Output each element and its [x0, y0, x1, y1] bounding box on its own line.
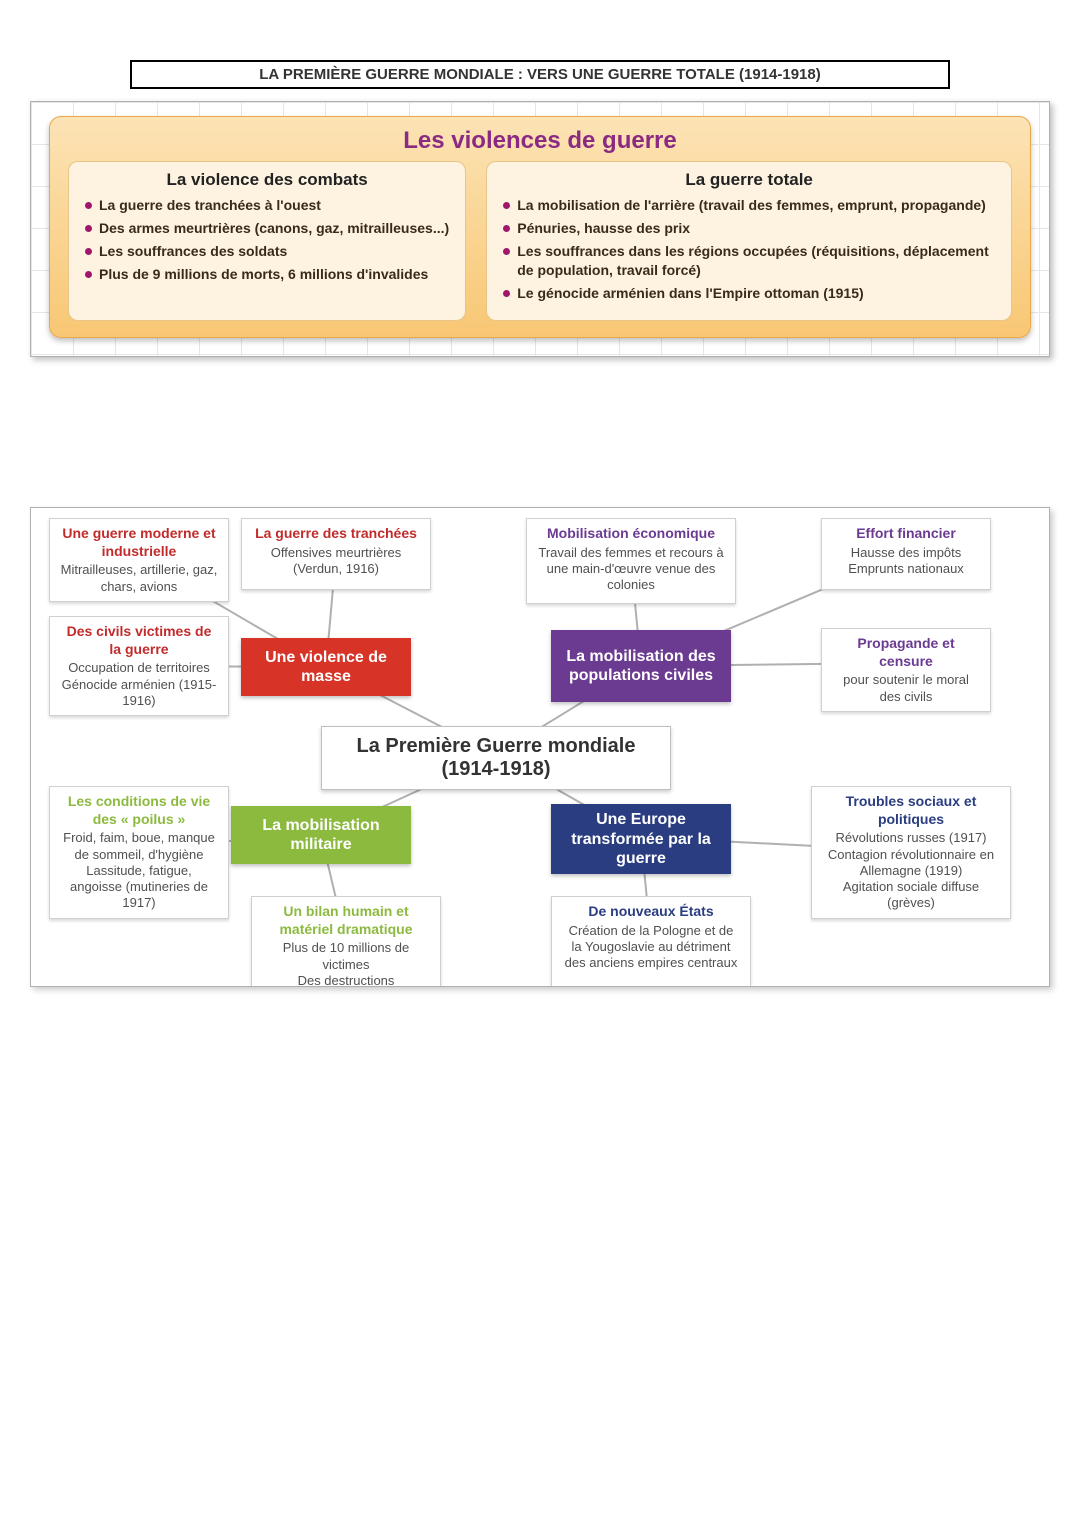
hub-civiles: La mobilisation des populations civiles [551, 630, 731, 702]
bullet-item: La mobilisation de l'arrière (travail de… [503, 196, 995, 215]
orange-card: Les violences de guerre La violence des … [49, 116, 1031, 338]
node-civvict: Des civils victimes de la guerreOccupati… [49, 616, 229, 716]
node-bilan: Un bilan humain et matériel dramatiquePl… [251, 896, 441, 987]
orange-title: Les violences de guerre [68, 127, 1012, 155]
bullet-item: Les souffrances des soldats [85, 242, 449, 261]
center-node: La Première Guerre mondiale(1914-1918) [321, 726, 671, 790]
hub-europe: Une Europe transformée par la guerre [551, 804, 731, 874]
violences-panel: Les violences de guerre La violence des … [30, 101, 1050, 357]
guerre-totale-card: La guerre totale La mobilisation de l'ar… [486, 161, 1012, 321]
concept-map: La Première Guerre mondiale(1914-1918) Un… [30, 507, 1050, 987]
card-heading: La violence des combats [85, 170, 449, 190]
node-troubles: Troubles sociaux et politiquesRévolution… [811, 786, 1011, 918]
bullet-item: Les souffrances dans les régions occupée… [503, 242, 995, 280]
bullet-item: Pénuries, hausse des prix [503, 219, 995, 238]
bullet-item: Des armes meurtrières (canons, gaz, mitr… [85, 219, 449, 238]
violence-combats-card: La violence des combats La guerre des tr… [68, 161, 466, 321]
node-effort: Effort financierHausse des impôtsEmprunt… [821, 518, 991, 590]
bullet-item: La guerre des tranchées à l'ouest [85, 196, 449, 215]
node-moderne: Une guerre moderne et industrielleMitrai… [49, 518, 229, 602]
hub-violence: Une violence de masse [241, 638, 411, 696]
bullet-item: Plus de 9 millions de morts, 6 millions … [85, 265, 449, 284]
hub-militaire: La mobilisation militaire [231, 806, 411, 864]
card-heading: La guerre totale [503, 170, 995, 190]
node-poilus: Les conditions de vie des « poilus »Froi… [49, 786, 229, 918]
node-mobeco: Mobilisation économiqueTravail des femme… [526, 518, 736, 604]
node-etats: De nouveaux ÉtatsCréation de la Pologne … [551, 896, 751, 987]
doc-title: LA PREMIÈRE GUERRE MONDIALE : VERS UNE G… [130, 60, 950, 89]
node-propag: Propagande et censurepour soutenir le mo… [821, 628, 991, 712]
node-tranchees: La guerre des tranchéesOffensives meurtr… [241, 518, 431, 590]
bullet-item: Le génocide arménien dans l'Empire ottom… [503, 284, 995, 303]
